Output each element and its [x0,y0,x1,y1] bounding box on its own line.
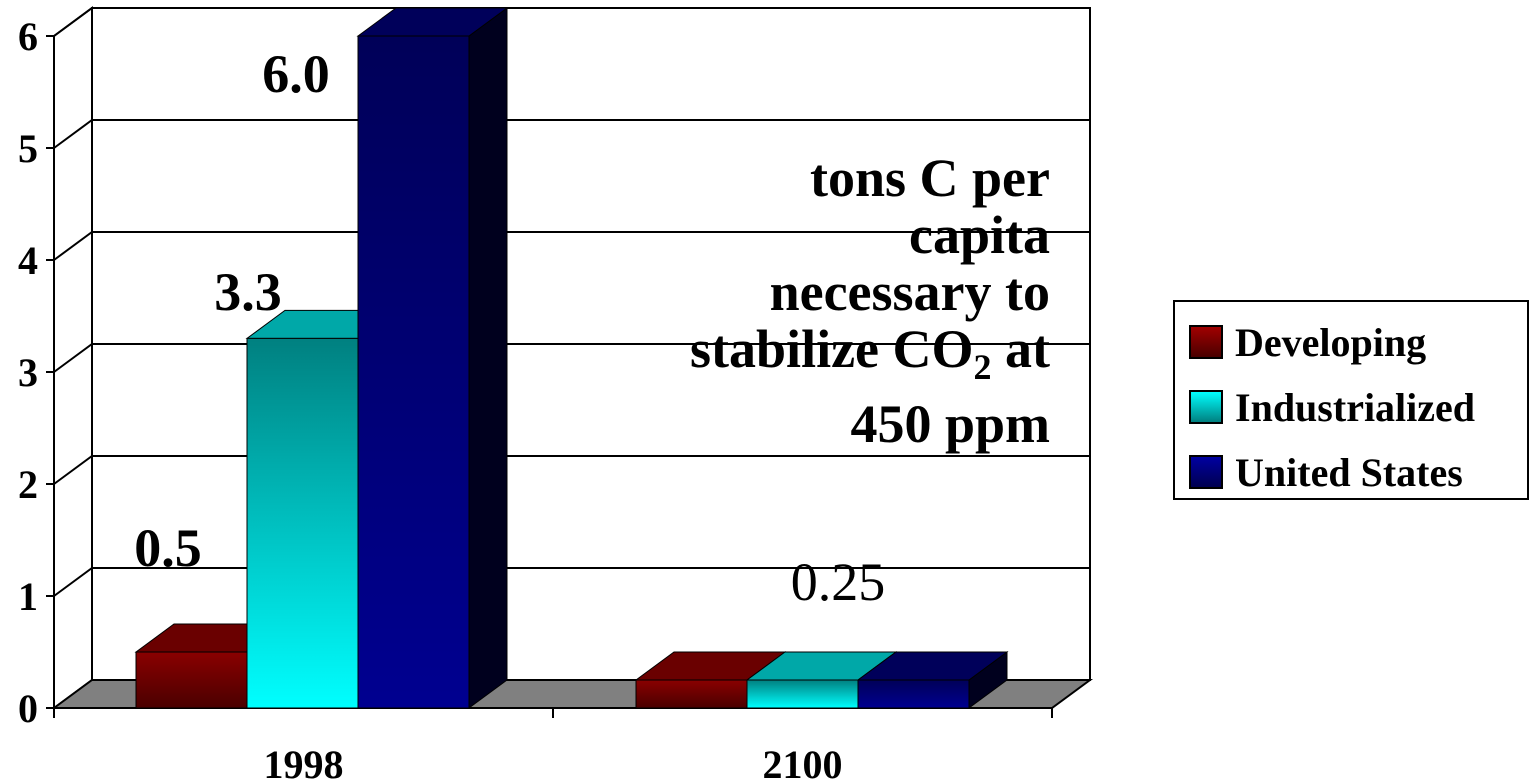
gridline [53,455,1090,485]
bar-front-face [635,679,748,709]
gridline [53,231,1090,261]
gridline [53,119,1090,149]
bar-front-face [135,651,248,709]
legend-label-industrialized: Industrialized [1235,384,1476,430]
y-tick-label: 0 [18,686,38,731]
legend-item-developing: Developing [1189,317,1426,367]
chart-annotation: tons C per capita necessary to stabilize… [560,150,1050,453]
bar-side-face [468,7,508,709]
legend-swatch-industrialized [1189,390,1223,424]
chart-legend: Developing Industrialized United States [1173,300,1529,500]
y-tick-label: 4 [18,238,38,283]
legend-label-united-states: United States [1235,449,1463,495]
data-label: 0.5 [134,518,202,578]
legend-swatch-united-states [1189,455,1223,489]
gridline [53,343,1090,373]
annotation-line-4-end: at [991,319,1050,379]
annotation-line-3: necessary to [769,262,1050,322]
data-label: 6.0 [262,44,330,104]
x-tick-label: 2100 [763,742,843,782]
annotation-line-1: tons C per [810,148,1050,208]
legend-label-developing: Developing [1235,319,1427,365]
annotation-line-2: capita [909,205,1050,265]
annotation-line-5: 450 ppm [850,393,1050,454]
y-tick-label: 1 [18,574,38,619]
y-tick-label: 5 [18,126,38,171]
bar-front-face [246,337,359,709]
bar-front-face [746,679,859,709]
annotation-line-4: stabilize CO2 at [560,321,1050,396]
annotation-line-4-start: stabilize CO [690,319,974,379]
data-label: 0.25 [791,552,886,612]
annotation-subscript: 2 [973,346,992,387]
y-tick-label: 2 [18,462,38,507]
x-tick-label: 1998 [264,742,344,782]
bar-front-face [357,35,470,709]
legend-item-industrialized: Industrialized [1189,382,1475,432]
bar-united-states-1998 [356,7,509,709]
gridline [53,567,1090,597]
gridline [53,7,1090,37]
bar-united-states-2100 [856,651,1009,709]
y-tick-label: 6 [18,14,38,59]
data-label: 3.3 [214,262,282,322]
y-tick-label: 3 [18,350,38,395]
bar-front-face [857,679,970,709]
legend-swatch-developing [1189,325,1223,359]
legend-item-united-states: United States [1189,447,1463,497]
